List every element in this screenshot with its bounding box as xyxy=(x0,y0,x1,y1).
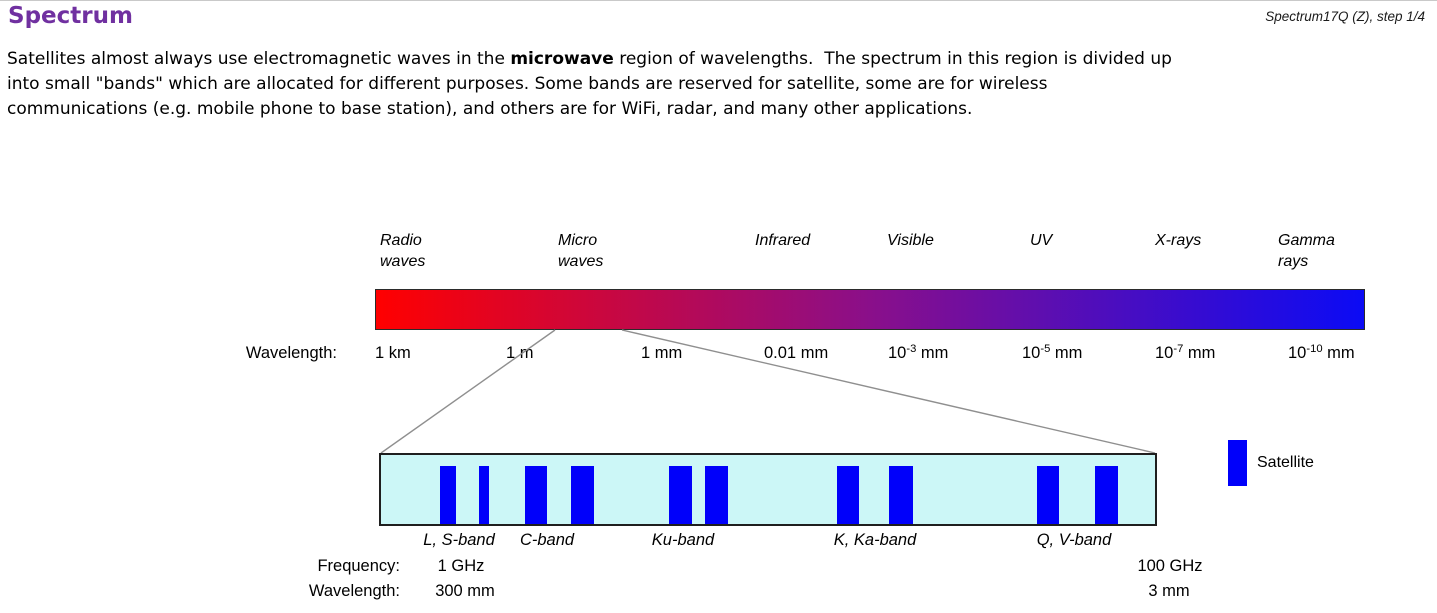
wavelength-tick-1: 1 m xyxy=(506,344,534,362)
satellite-band-bar-7 xyxy=(889,466,913,524)
frequency-row-label: Frequency: xyxy=(317,557,400,575)
satellite-band-bar-8 xyxy=(1037,466,1059,524)
region-label-6: Gamma rays xyxy=(1278,232,1335,270)
satellite-band-bar-3 xyxy=(571,466,594,524)
page-title: Spectrum xyxy=(8,3,133,29)
satellite-swatch-icon xyxy=(1228,440,1247,486)
frequency-min-value: 1 GHz xyxy=(437,557,485,575)
legend: Satellite xyxy=(1228,440,1314,486)
intro-line-2: into small "bands" which are allocated f… xyxy=(7,74,1048,94)
region-label-0: Radio waves xyxy=(380,232,426,270)
intro-line1-post: region of wavelengths. The spectrum in t… xyxy=(613,49,1172,69)
intro-line1-pre: Satellites almost always use electromagn… xyxy=(7,49,511,69)
band-label-3: K, Ka-band xyxy=(833,531,917,549)
band-label-2: Ku-band xyxy=(651,531,715,549)
frequency-max-value: 100 GHz xyxy=(1137,557,1203,575)
region-label-5: X-rays xyxy=(1155,232,1202,249)
satellite-band-bar-5 xyxy=(705,466,728,524)
region-label-1: Micro waves xyxy=(558,232,604,270)
region-label-3: Visible xyxy=(887,232,934,249)
intro-line-1: Satellites almost always use electromagn… xyxy=(7,47,1172,72)
wavelength-axis-label: Wavelength: xyxy=(245,344,337,362)
wavelength-tick-4: 10-3 mm xyxy=(888,343,949,362)
step-indicator: Spectrum17Q (Z), step 1/4 xyxy=(1265,9,1425,24)
satellite-band-bar-6 xyxy=(837,466,859,524)
legend-label: Satellite xyxy=(1257,454,1314,471)
wavelength-tick-0: 1 km xyxy=(375,344,411,362)
wavelength-tick-5: 10-5 mm xyxy=(1022,343,1083,362)
spectrum-gradient-bar xyxy=(375,289,1365,330)
region-label-4: UV xyxy=(1030,232,1053,249)
satellite-band-bar-4 xyxy=(669,466,692,524)
wavelength-tick-2: 1 mm xyxy=(641,344,683,362)
satellite-band-bar-0 xyxy=(440,466,456,524)
intro-line1-bold: microwave xyxy=(510,49,614,69)
band-label-1: C-band xyxy=(519,531,575,549)
satellite-band-bar-9 xyxy=(1095,466,1118,524)
wavelength-row-label: Wavelength: xyxy=(308,582,400,600)
wavelength-tick-6: 10-7 mm xyxy=(1155,343,1216,362)
top-divider xyxy=(0,0,1437,1)
region-label-2: Infrared xyxy=(755,232,811,249)
band-label-4: Q, V-band xyxy=(1036,531,1112,549)
band-detail-box xyxy=(379,453,1157,526)
intro-paragraph: Satellites almost always use electromagn… xyxy=(7,47,1172,122)
wavelength-min-value: 300 mm xyxy=(435,582,495,600)
wavelength-tick-3: 0.01 mm xyxy=(764,344,829,362)
intro-line-3: communications (e.g. mobile phone to bas… xyxy=(7,99,973,119)
wavelength-max-value: 3 mm xyxy=(1148,582,1190,600)
satellite-band-bar-1 xyxy=(479,466,489,524)
band-label-0: L, S-band xyxy=(423,531,495,549)
satellite-band-bar-2 xyxy=(525,466,547,524)
wavelength-tick-7: 10-10 mm xyxy=(1288,343,1355,362)
